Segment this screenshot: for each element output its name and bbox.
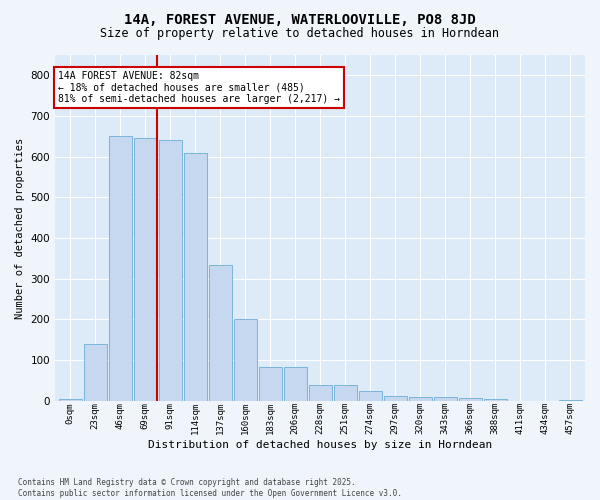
Bar (259, 368, 281, 401)
Bar (284, 368, 307, 401)
Bar (209, 264, 232, 401)
Bar (484, 399, 506, 401)
Bar (134, 138, 157, 401)
Text: 14A, FOREST AVENUE, WATERLOOVILLE, PO8 8JD: 14A, FOREST AVENUE, WATERLOOVILLE, PO8 8… (124, 12, 476, 26)
Text: Size of property relative to detached houses in Horndean: Size of property relative to detached ho… (101, 28, 499, 40)
Bar (383, 396, 407, 401)
Bar (59, 399, 82, 401)
Bar (559, 400, 581, 401)
Bar (83, 344, 107, 401)
Bar (184, 152, 206, 401)
Text: Contains HM Land Registry data © Crown copyright and database right 2025.
Contai: Contains HM Land Registry data © Crown c… (18, 478, 402, 498)
Y-axis label: Number of detached properties: Number of detached properties (15, 138, 25, 318)
Bar (109, 136, 131, 401)
Text: 14A FOREST AVENUE: 82sqm
← 18% of detached houses are smaller (485)
81% of semi-: 14A FOREST AVENUE: 82sqm ← 18% of detach… (58, 70, 340, 104)
Bar (334, 384, 356, 401)
Bar (409, 396, 431, 401)
Bar (158, 140, 182, 401)
X-axis label: Distribution of detached houses by size in Horndean: Distribution of detached houses by size … (148, 440, 492, 450)
Bar (359, 390, 382, 401)
Bar (308, 384, 332, 401)
Bar (233, 320, 257, 401)
Bar (434, 396, 457, 401)
Bar (458, 398, 482, 401)
